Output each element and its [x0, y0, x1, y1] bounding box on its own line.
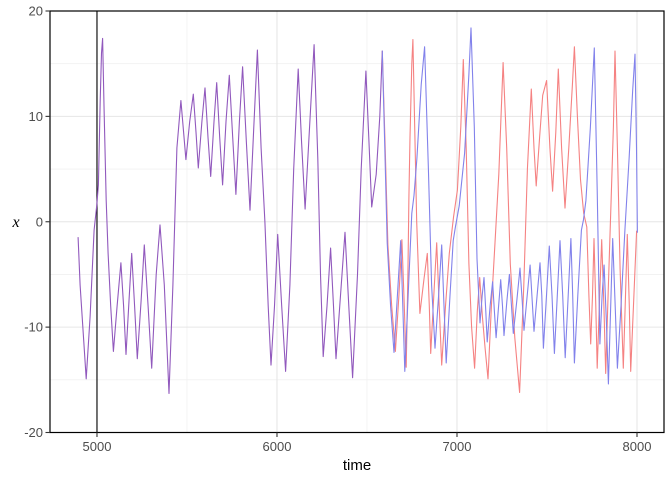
y-tick-label: 10 — [29, 109, 43, 124]
x-tick-label: 5000 — [83, 439, 112, 454]
x-tick-label: 7000 — [443, 439, 472, 454]
series-line-blue-trajectory — [381, 27, 638, 385]
y-tick-label: -20 — [24, 425, 43, 440]
series-line-red-trajectory — [381, 38, 638, 394]
x-tick-label: 8000 — [623, 439, 652, 454]
x-axis-title: time — [343, 457, 371, 474]
series-line-shared-trajectory-overlap — [77, 37, 383, 395]
data-series-group — [77, 27, 638, 395]
y-tick-label: 0 — [36, 214, 43, 229]
grid-major-lines — [50, 10, 664, 434]
axis-tick-labels: 5000 6000 7000 8000 -20 -10 0 10 20 — [24, 4, 651, 454]
y-axis-title: x — [11, 214, 19, 231]
y-tick-label: -10 — [24, 320, 43, 335]
axis-tick-marks — [45, 10, 638, 437]
x-tick-label: 6000 — [263, 439, 292, 454]
y-tick-label: 20 — [29, 4, 43, 19]
